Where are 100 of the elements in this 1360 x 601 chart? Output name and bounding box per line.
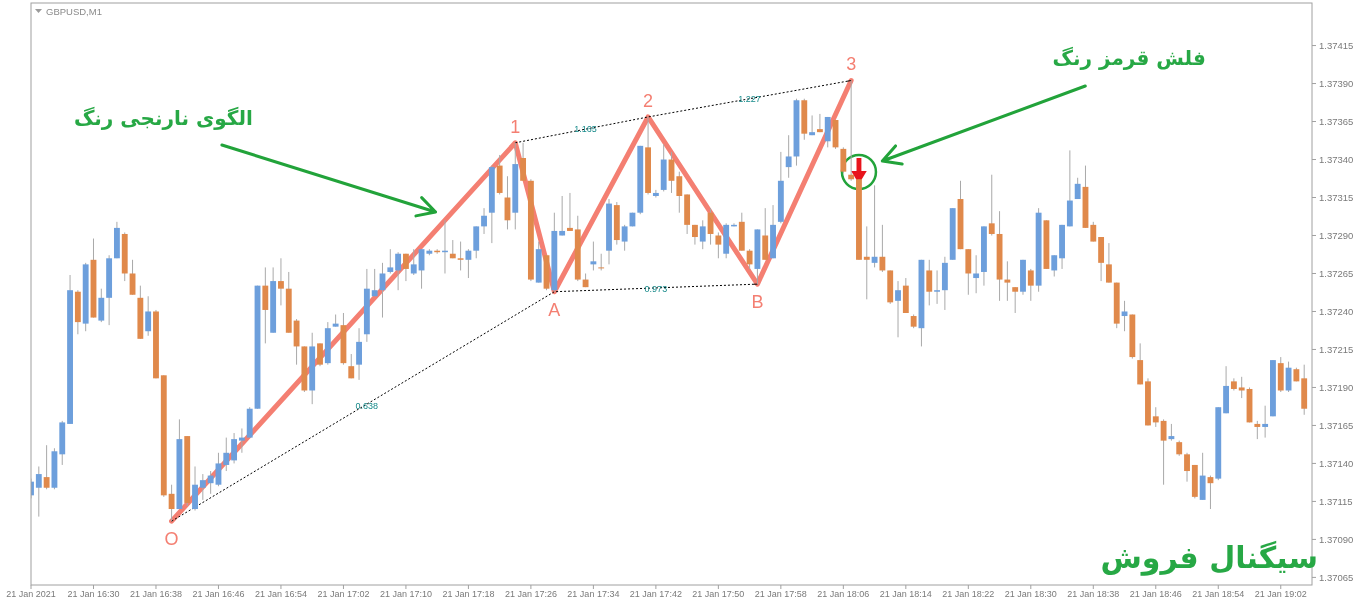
candlestick [785, 134, 792, 179]
y-tick-label: 1.37190 [1319, 381, 1354, 393]
candlestick [43, 444, 50, 490]
candlestick [231, 432, 238, 464]
x-tick-label: 21 Jan 17:18 [442, 589, 495, 599]
candlestick [863, 225, 870, 300]
candlestick [934, 269, 940, 305]
annotation: 3 [846, 54, 857, 75]
x-tick-label: 21 Jan 18:06 [817, 589, 870, 599]
candlestick [168, 484, 175, 522]
x-tick-label: 21 Jan 18:30 [1004, 589, 1057, 599]
x-tick-label: 21 Jan 2021 [6, 589, 56, 599]
candlestick [699, 219, 706, 250]
annotation: 0.638 [355, 400, 379, 411]
candlestick [356, 327, 362, 381]
annotation: 1.227 [738, 93, 761, 104]
x-tick-label: 21 Jan 19:02 [1254, 589, 1307, 599]
candlestick [895, 280, 901, 338]
candlestick [840, 146, 847, 174]
y-tick-label: 1.37140 [1319, 457, 1354, 469]
x-tick-label: 21 Jan 17:26 [504, 589, 557, 599]
candlestick [410, 248, 417, 276]
candlestick [238, 427, 245, 454]
x-tick-label: 21 Jan 18:54 [1192, 589, 1245, 599]
candlestick [715, 231, 722, 259]
candlestick [207, 470, 214, 495]
candlestick [652, 189, 659, 199]
y-tick-label: 1.37265 [1319, 267, 1354, 279]
candlestick [926, 259, 933, 306]
y-tick-label: 1.37165 [1319, 419, 1354, 431]
candlestick [465, 248, 472, 279]
candlestick [1184, 452, 1190, 483]
y-tick-label: 1.37115 [1319, 495, 1353, 507]
chart-title: GBPUSD,M1 [46, 5, 102, 17]
annotation: A [548, 299, 561, 320]
x-tick-label: 21 Jan 18:14 [879, 589, 932, 599]
candlestick [879, 224, 886, 273]
y-tick-label: 1.37240 [1319, 305, 1354, 317]
candlestick [395, 251, 402, 291]
candlestick [1105, 242, 1112, 284]
candlestick [199, 473, 206, 501]
candlestick [278, 257, 284, 306]
candlestick [1254, 420, 1261, 440]
candlestick [1262, 405, 1269, 439]
y-tick-label: 1.37215 [1319, 343, 1354, 355]
candlestick [590, 241, 597, 271]
x-tick-label: 21 Jan 17:10 [379, 589, 432, 599]
candlestick [567, 192, 573, 232]
candlestick [145, 295, 152, 337]
x-tick-label: 21 Jan 17:34 [567, 589, 620, 599]
x-tick-label: 21 Jan 16:54 [254, 589, 307, 599]
candlestick [973, 254, 980, 294]
candlestick [1160, 418, 1167, 486]
candlestick [1121, 300, 1128, 332]
x-tick-label: 21 Jan 18:46 [1129, 589, 1182, 599]
candlestick [871, 184, 878, 268]
x-tick-label: 21 Jan 16:30 [67, 589, 120, 599]
x-tick-label: 21 Jan 17:50 [692, 589, 745, 599]
annotation: 0.973 [644, 283, 668, 294]
candlestick [481, 207, 487, 235]
candlestick [621, 224, 628, 252]
x-tick-label: 21 Jan 18:38 [1067, 589, 1120, 599]
y-tick-label: 1.37415 [1319, 40, 1354, 52]
candlestick [676, 171, 683, 214]
y-tick-label: 1.37365 [1319, 116, 1354, 128]
x-tick-label: 21 Jan 17:42 [629, 589, 682, 599]
candlestick [387, 248, 394, 274]
y-tick-label: 1.37090 [1319, 533, 1354, 545]
candlestick [457, 241, 464, 271]
x-tick-label: 21 Jan 17:58 [754, 589, 807, 599]
candlestick [98, 288, 105, 323]
candlestick [520, 142, 527, 182]
annotation: سیگنال فروش [1100, 539, 1318, 576]
y-tick-label: 1.37290 [1319, 230, 1354, 241]
candlestick [403, 253, 409, 282]
y-tick-label: 1.37315 [1319, 192, 1354, 204]
annotation: فلش قرمز رنگ [1052, 46, 1206, 70]
candlestick [988, 174, 995, 236]
candlestick [1012, 286, 1019, 314]
candlestick [317, 342, 323, 367]
candlestick [35, 465, 42, 518]
candlestick [1004, 260, 1011, 302]
candlestick [1051, 254, 1058, 278]
annotation: O [164, 529, 179, 550]
candlestick [1238, 376, 1245, 399]
candlestick [223, 437, 230, 472]
y-tick-label: 1.37065 [1319, 571, 1354, 583]
y-tick-label: 1.37340 [1319, 154, 1354, 166]
x-tick-label: 21 Jan 17:02 [317, 589, 370, 599]
annotation: الگوی نارنجی رنگ [73, 106, 253, 130]
y-tick-label: 1.37390 [1319, 78, 1354, 90]
candlestick [1152, 406, 1159, 428]
candlestick [746, 248, 753, 270]
annotation: 1 [510, 116, 521, 137]
candlestick [371, 268, 378, 297]
annotation: B [751, 292, 764, 313]
annotation: 2 [643, 90, 654, 111]
x-tick-label: 21 Jan 18:22 [942, 589, 995, 599]
x-tick-label: 21 Jan 16:38 [129, 589, 182, 599]
candlestick [1090, 221, 1097, 243]
